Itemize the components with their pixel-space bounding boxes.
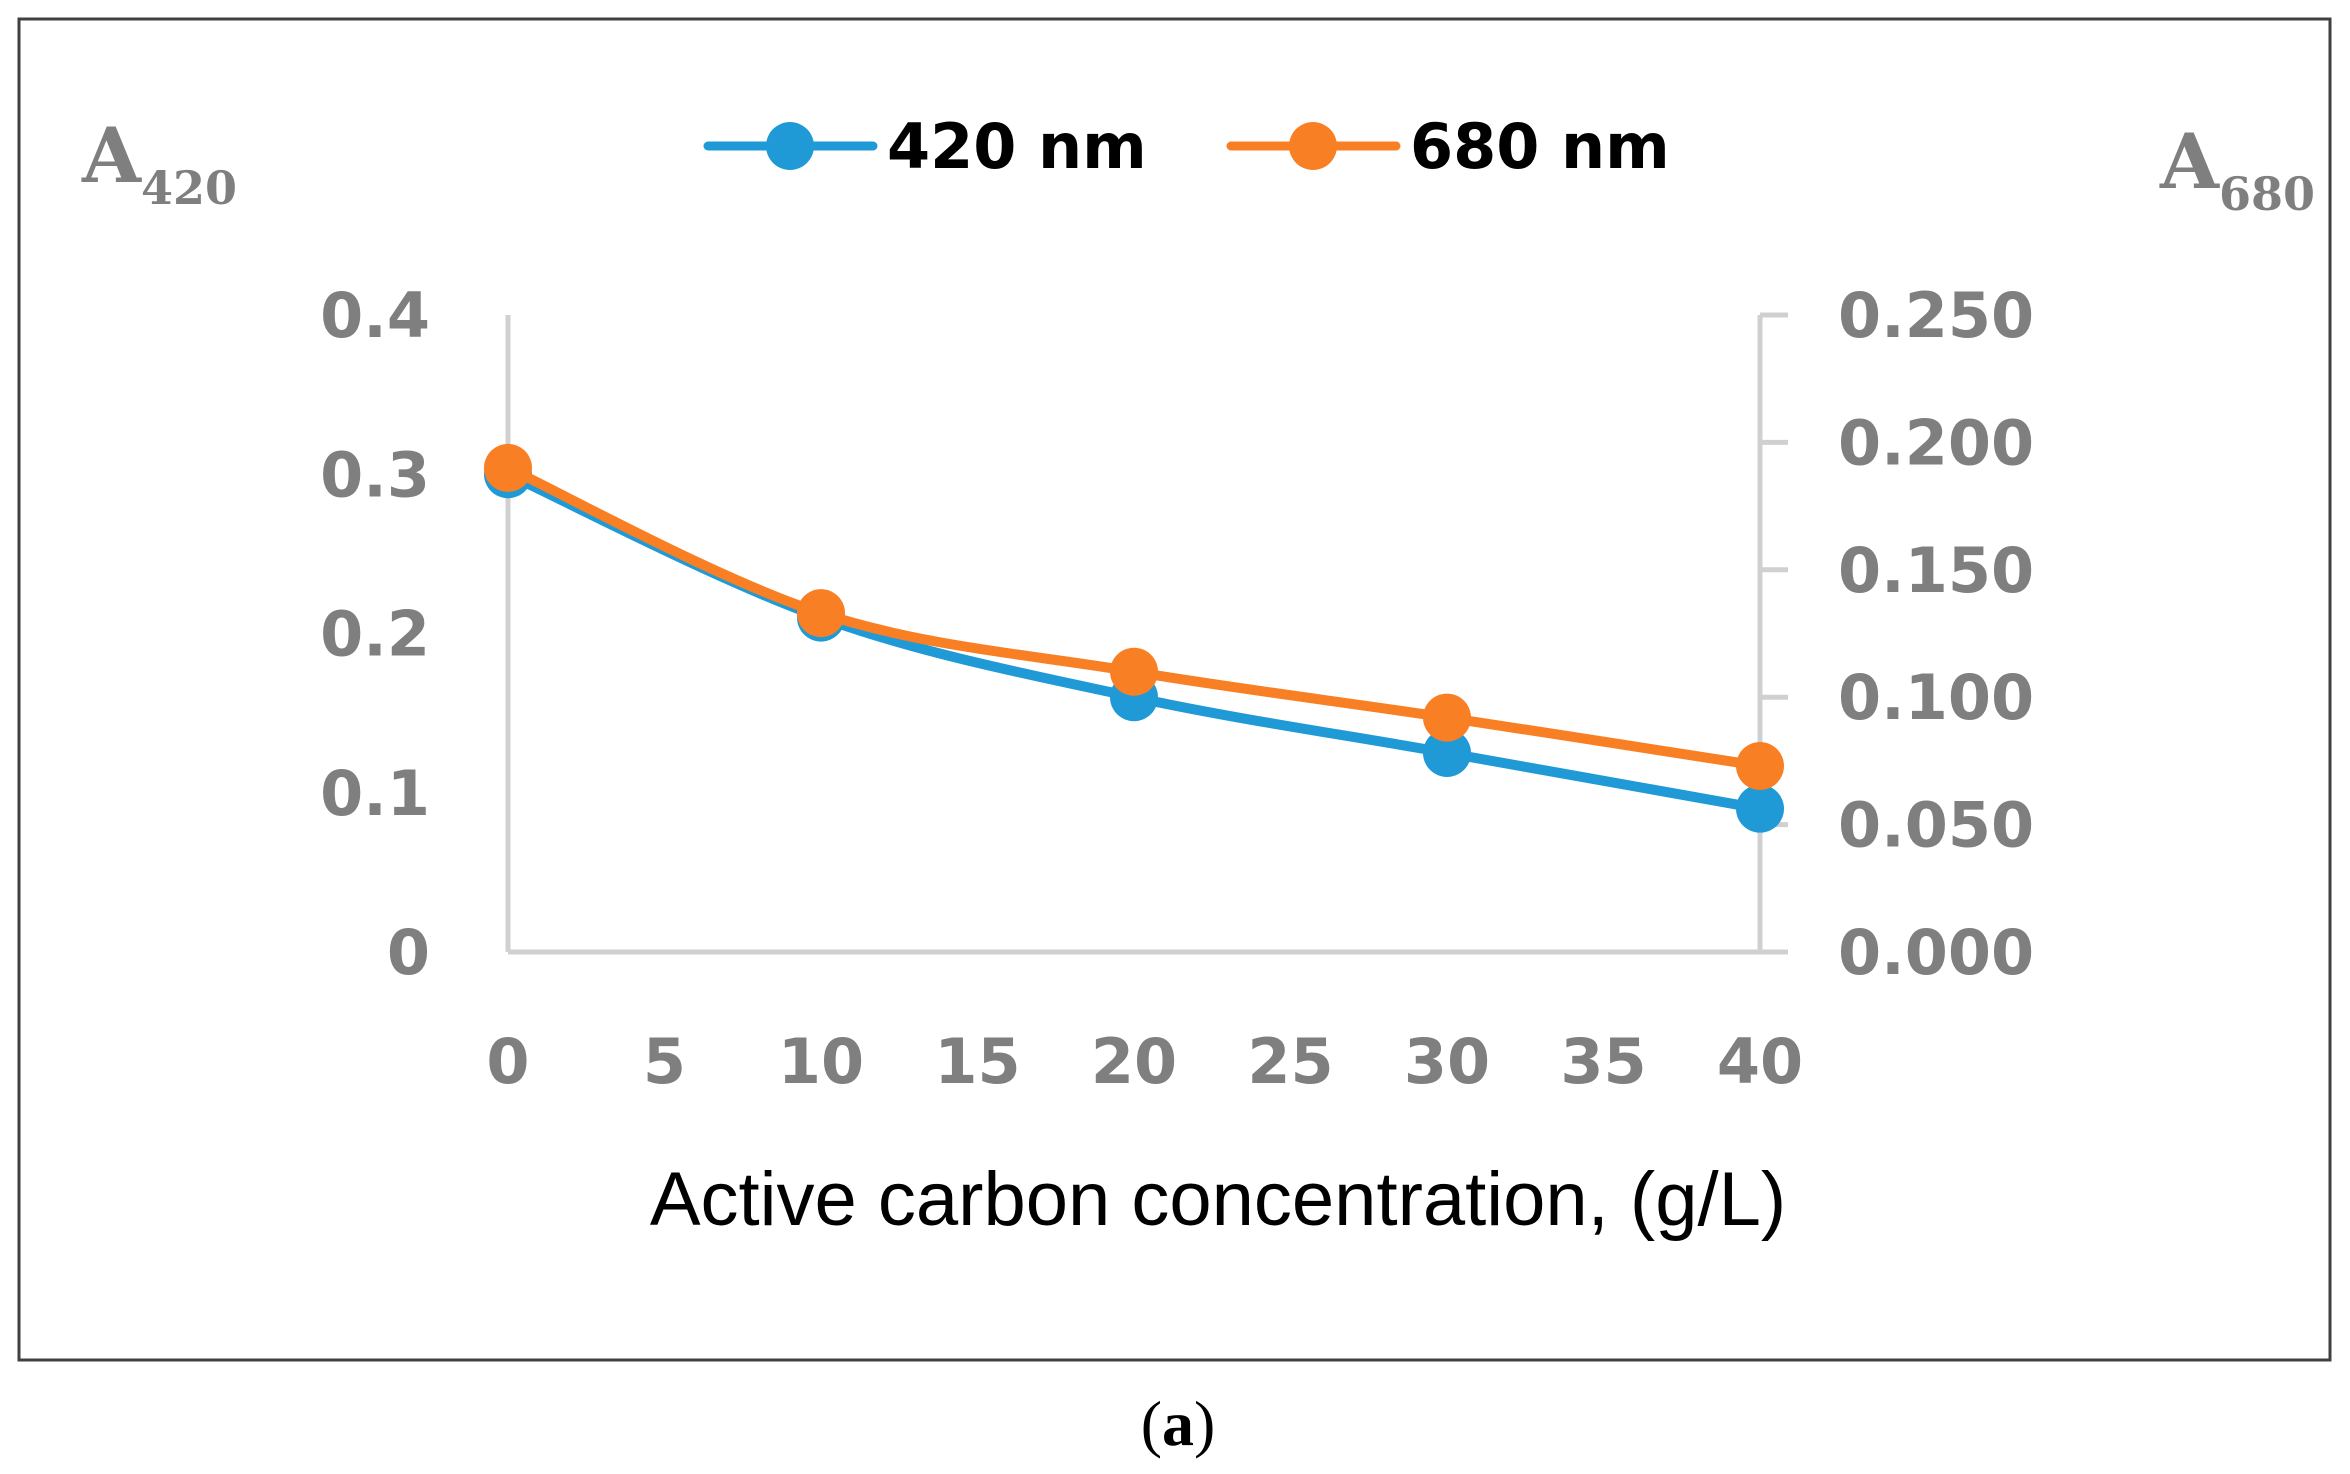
data-point-680-nm [1736, 741, 1784, 790]
series-layer [484, 443, 1784, 833]
data-point-420-nm [1423, 728, 1471, 777]
figure-caption: (a) [1141, 1388, 1216, 1459]
left-y-tick-label: 0 [387, 916, 430, 989]
legend: 420 nm 680 nm [703, 110, 1670, 183]
left-y-tick-label: 0.3 [320, 438, 430, 511]
x-tick-labels: 0 5 10 15 20 25 30 35 40 [486, 1025, 1803, 1098]
x-tick-label: 35 [1560, 1025, 1646, 1098]
x-tick-label: 20 [1091, 1025, 1177, 1098]
data-point-680-nm [1423, 693, 1471, 742]
caption-letter: a [1162, 1388, 1194, 1459]
legend-680-marker [1289, 122, 1337, 170]
right-y-title-main: A [2159, 117, 2220, 206]
x-tick-label: 10 [778, 1025, 864, 1098]
data-point-420-nm [1736, 784, 1784, 833]
left-y-tick-labels: 0 0.1 0.2 0.3 0.4 [320, 279, 430, 989]
caption-open: ( [1141, 1388, 1162, 1459]
legend-420-marker [766, 122, 814, 170]
x-axis-title: Active carbon concentration, (g/L) [650, 1157, 1786, 1242]
right-y-tick-labels: 0.000 0.050 0.100 0.150 0.200 0.250 [1838, 279, 2034, 989]
x-tick-label: 40 [1717, 1025, 1803, 1098]
x-tick-label: 0 [486, 1025, 529, 1098]
data-point-680-nm [484, 443, 532, 492]
caption-close: ) [1194, 1388, 1215, 1459]
right-y-title-sub: 680 [2219, 167, 2315, 221]
left-y-title-main: A [81, 111, 142, 200]
x-tick-label: 5 [643, 1025, 686, 1098]
legend-680-label: 680 nm [1410, 110, 1670, 183]
left-y-tick-label: 0.4 [320, 279, 430, 352]
left-y-axis-title: A420 [81, 111, 237, 215]
data-point-680-nm [797, 589, 845, 638]
right-y-tick-label: 0.150 [1838, 534, 2034, 607]
x-tick-label: 30 [1404, 1025, 1490, 1098]
left-y-title-sub: 420 [141, 161, 237, 215]
data-point-680-nm [1110, 647, 1158, 696]
legend-420-label: 420 nm [887, 110, 1147, 183]
right-y-tick-label: 0.250 [1838, 279, 2034, 352]
right-y-tick-label: 0.050 [1838, 789, 2034, 862]
x-tick-label: 15 [934, 1025, 1020, 1098]
x-tick-label: 25 [1247, 1025, 1333, 1098]
chart-frame [17, 17, 2332, 1362]
right-y-axis-title: A680 [2159, 117, 2315, 221]
right-y-tick-label: 0.100 [1838, 661, 2034, 734]
left-y-tick-label: 0.2 [320, 598, 430, 671]
right-y-tick-label: 0.200 [1838, 406, 2034, 479]
right-y-tick-label: 0.000 [1838, 916, 2034, 989]
left-y-tick-label: 0.1 [320, 757, 430, 830]
